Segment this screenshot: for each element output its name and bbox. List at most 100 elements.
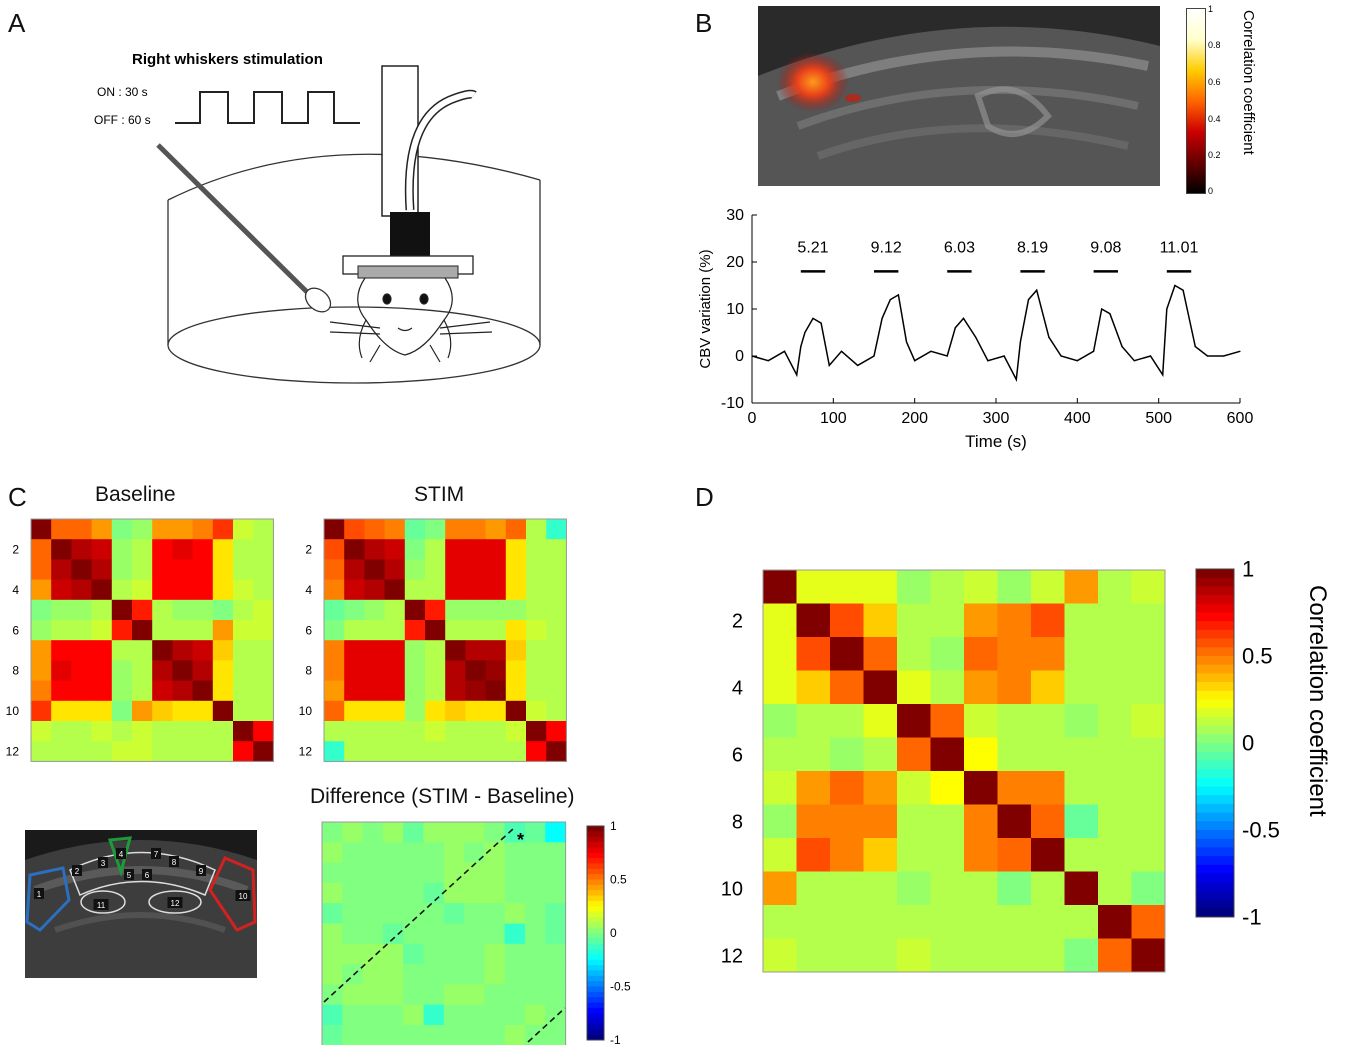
heatmap-y-tick-label: 6 (732, 744, 743, 766)
heatmap-cell (1098, 804, 1132, 839)
heatmap-cell (1064, 670, 1099, 705)
cbv-data-point (946, 355, 948, 357)
roi-10-outline (208, 856, 257, 932)
heatmap-cell (51, 721, 72, 742)
colorbar-segment (1196, 847, 1234, 857)
heatmap-cell (364, 559, 386, 581)
heatmap-cell (443, 964, 465, 985)
cbv-y-tick-label: 0 (735, 348, 744, 365)
heatmap-cell (322, 943, 343, 965)
colorbar-segment (1196, 821, 1234, 831)
colorbar-segment (1196, 777, 1234, 787)
heatmap-cell (423, 984, 445, 1006)
heatmap-cell (172, 519, 194, 540)
heatmap-cell (152, 660, 173, 682)
heatmap-cell (382, 984, 404, 1006)
heatmap-cell (51, 680, 72, 702)
cbv-data-point (930, 350, 932, 352)
colorbar-segment (1196, 569, 1234, 579)
heatmap-cell (546, 680, 567, 702)
heatmap-cell (485, 579, 507, 601)
heatmap-cell (322, 964, 343, 985)
heatmap-cell (997, 771, 1032, 805)
cbv-data-point (975, 336, 977, 338)
heatmap-cell (91, 599, 113, 621)
heatmap-cell (830, 670, 864, 705)
heatmap-cell (51, 660, 72, 682)
heatmap-cell (796, 905, 831, 939)
heatmap-cell (1031, 905, 1065, 939)
heatmap-cell (425, 579, 446, 601)
colorbar-segment (1196, 656, 1234, 666)
colorbar-segment (1196, 577, 1234, 587)
heatmap-cell (322, 822, 343, 843)
heatmap-cell (364, 620, 386, 641)
heatmap-cell (505, 539, 527, 560)
cbv-data-point (1109, 313, 1111, 315)
heatmap-cell (485, 599, 507, 621)
heatmap-cell (31, 741, 52, 762)
colorbar-tick-label: 1 (1242, 557, 1254, 582)
heatmap-cell (362, 984, 384, 1006)
heatmap-cell (504, 862, 526, 884)
heatmap-cell (152, 519, 173, 540)
heatmap-cell (526, 579, 547, 601)
heatmap-cell (443, 862, 465, 884)
heatmap-cell (342, 943, 364, 965)
heatmap-cell (403, 903, 424, 924)
heatmap-cell (152, 741, 173, 762)
heatmap-cell (546, 620, 567, 641)
cbv-data-point (767, 360, 769, 362)
cbv-data-point (857, 364, 859, 366)
heatmap-cell (423, 862, 445, 884)
heatmap-cell (897, 737, 931, 772)
heatmap-y-tick-label: 6 (305, 623, 312, 637)
heatmap-cell (362, 903, 384, 924)
colorbar-segment (587, 927, 604, 934)
heatmap-cell (930, 704, 965, 738)
cbv-data-point (1048, 336, 1050, 338)
heatmap-cell (525, 923, 546, 945)
cbv-data-point (914, 360, 916, 362)
heatmap-cell (445, 539, 466, 560)
cbv-ylabel: CBV variation (%) (697, 249, 714, 368)
heatmap-cell (91, 519, 113, 540)
heatmap-cell (545, 984, 567, 1006)
heatmap-cell (51, 741, 72, 762)
baseline-title: Baseline (95, 483, 176, 506)
heatmap-cell (192, 559, 214, 581)
heatmap-cell (111, 620, 133, 641)
roi-label-box (142, 869, 152, 880)
cbv-x-tick-label: 300 (983, 410, 1010, 427)
cbv-data-point (1182, 289, 1184, 291)
heatmap-cell (384, 559, 406, 581)
heatmap-cell (763, 603, 797, 638)
heatmap-cell (485, 539, 507, 560)
colorbar-segment (1196, 803, 1234, 814)
heatmap-cell (212, 680, 234, 702)
heatmap-cell (863, 838, 898, 872)
heatmap-cell (897, 771, 931, 805)
heatmap-cell (465, 579, 487, 601)
heatmap-cell (91, 680, 113, 702)
heatmap-cell (546, 640, 567, 661)
heatmap-cell (51, 579, 72, 601)
colorbar-segment (1196, 769, 1234, 779)
heatmap-cell (526, 680, 547, 702)
heatmap-cell (445, 620, 466, 641)
heatmap-cell (344, 640, 365, 661)
difference-correlation-matrix: 1 0.5 0 -0.5 -1 * (321, 819, 631, 1045)
heatmap-cell (445, 559, 466, 581)
roi-label: 12 (171, 899, 180, 908)
roi-label: 2 (75, 867, 80, 876)
heatmap-cell (485, 680, 507, 702)
heatmap-cell (362, 882, 384, 904)
heatmap-cell (212, 660, 234, 682)
heatmap-cell (796, 670, 831, 705)
heatmap-frame (30, 518, 274, 762)
heatmap-cell (464, 822, 485, 843)
cbv-x-tick-label: 600 (1227, 410, 1254, 427)
heatmap-cell (111, 640, 133, 661)
heatmap-cell (897, 804, 931, 839)
